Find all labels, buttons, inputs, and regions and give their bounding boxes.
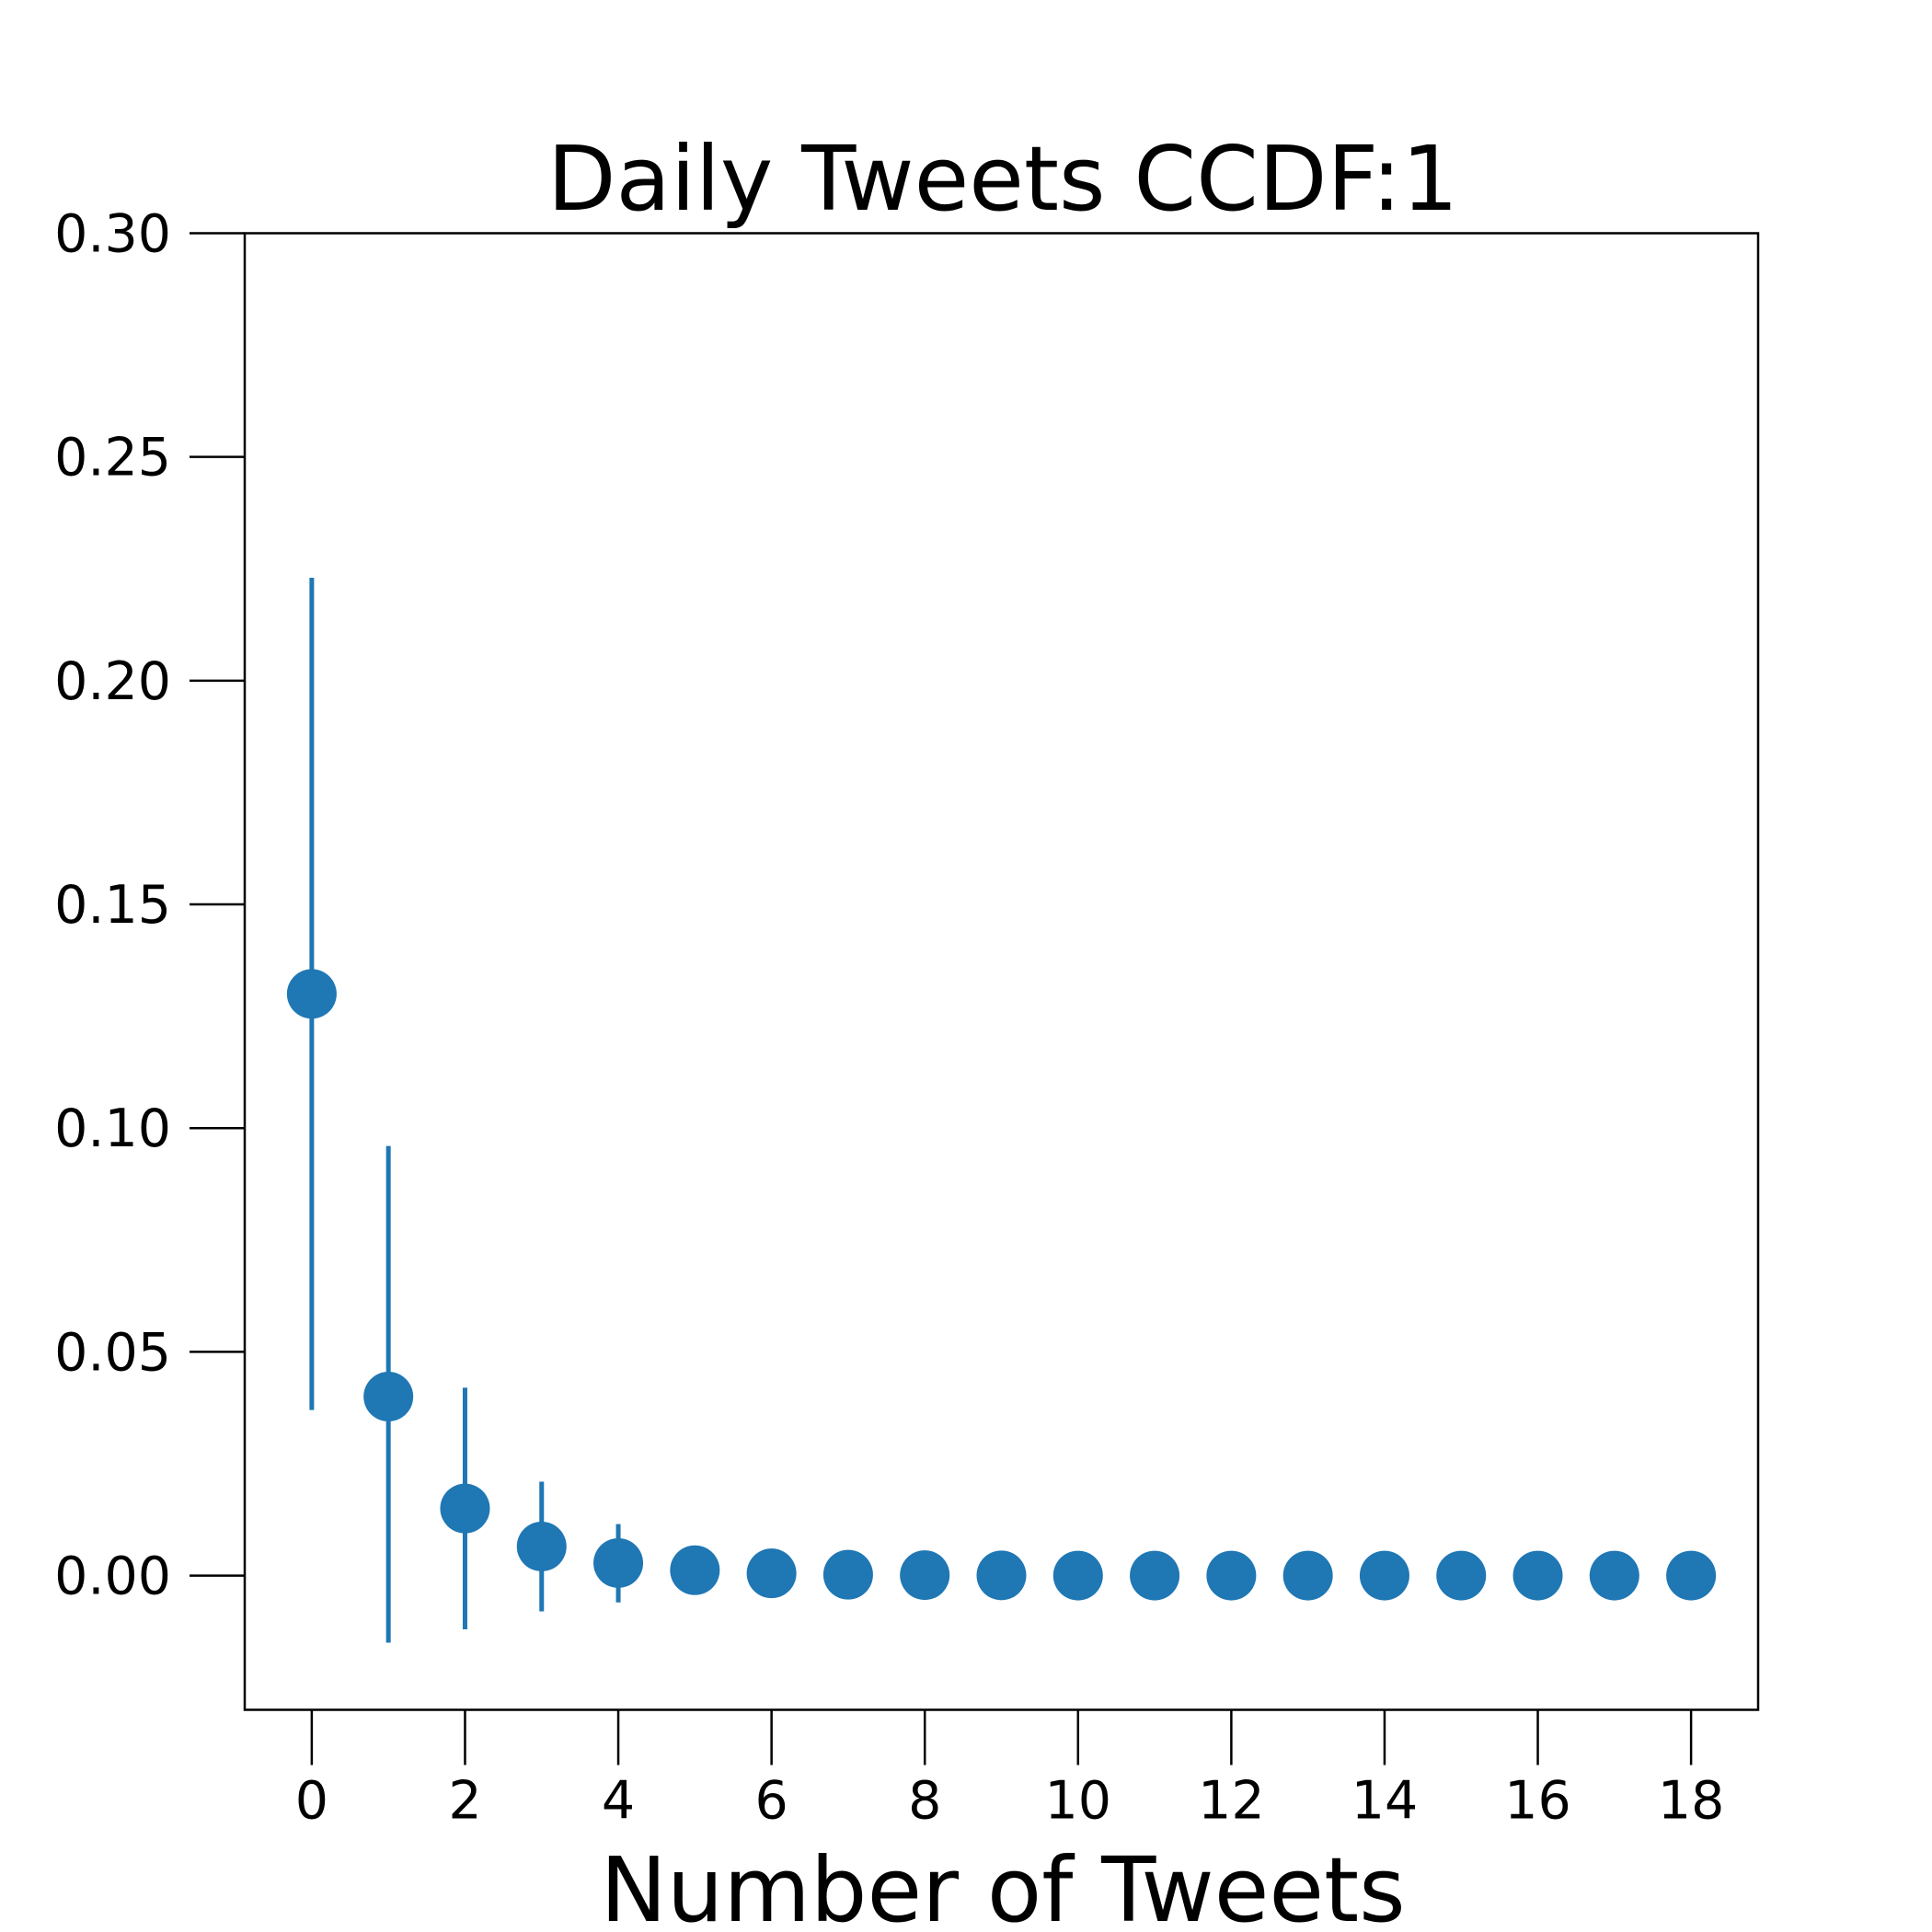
y-tick-label: 0.20	[54, 651, 171, 712]
x-tick-label: 6	[754, 1771, 788, 1832]
data-point	[1359, 1550, 1409, 1601]
data-point	[822, 1549, 873, 1600]
y-tick-label: 0.25	[54, 428, 171, 489]
x-tick-label: 18	[1658, 1771, 1725, 1832]
y-tick-label: 0.05	[54, 1322, 171, 1383]
x-axis-title: Number of Tweets	[600, 1838, 1405, 1932]
chart-title: Daily Tweets CCDF:1	[547, 127, 1458, 231]
x-tick-label: 0	[295, 1771, 328, 1832]
data-point	[1589, 1550, 1639, 1601]
data-point	[1206, 1550, 1257, 1601]
x-tick-label: 2	[448, 1771, 481, 1832]
x-tick-label: 10	[1045, 1771, 1112, 1832]
data-point	[670, 1545, 720, 1595]
x-tick-label: 4	[602, 1771, 635, 1832]
data-point	[746, 1548, 797, 1599]
data-point	[1436, 1550, 1487, 1601]
data-point	[1130, 1550, 1180, 1601]
y-tick-label: 0.30	[54, 204, 171, 265]
y-tick-label: 0.15	[54, 875, 171, 936]
data-point	[1282, 1550, 1333, 1601]
x-axis: 0 2 4 6 8 10 12 14 16 18	[295, 1709, 1725, 1832]
data-point	[1666, 1550, 1717, 1601]
data-point	[593, 1537, 644, 1588]
data-point	[440, 1483, 490, 1534]
x-tick-label: 8	[908, 1771, 941, 1832]
error-bars	[309, 578, 621, 1643]
data-point	[1512, 1550, 1563, 1601]
y-axis: 0.00 0.05 0.10 0.15 0.20 0.25 0.30	[54, 204, 245, 1607]
data-point	[286, 969, 337, 1019]
x-tick-label: 12	[1198, 1771, 1265, 1832]
data-point	[363, 1372, 414, 1422]
data-point	[1052, 1550, 1103, 1601]
data-points	[286, 969, 1717, 1601]
x-tick-label: 16	[1504, 1771, 1571, 1832]
x-tick-label: 14	[1351, 1771, 1419, 1832]
y-tick-label: 0.00	[54, 1547, 171, 1607]
data-point	[976, 1550, 1027, 1601]
plot-frame	[243, 232, 1760, 1711]
data-point	[516, 1521, 567, 1571]
data-point	[900, 1550, 950, 1601]
y-tick-label: 0.10	[54, 1098, 171, 1159]
